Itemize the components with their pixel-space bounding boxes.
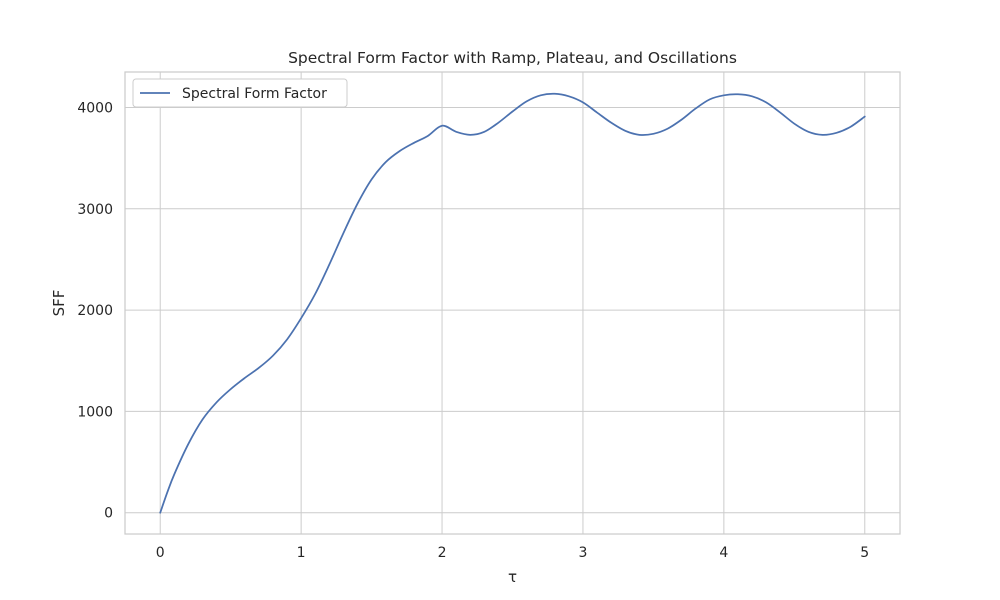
x-tick-label: 5 xyxy=(860,545,869,561)
plot-area xyxy=(125,72,900,534)
chart-title: Spectral Form Factor with Ramp, Plateau,… xyxy=(288,49,737,67)
legend-box xyxy=(132,78,348,108)
tick-labels: 0 1 2 3 4 5 0 1000 2000 3000 4000 xyxy=(77,100,869,561)
x-tick-label: 0 xyxy=(156,545,165,561)
y-tick-label: 4000 xyxy=(77,100,113,116)
y-tick-label: 0 xyxy=(104,506,113,522)
plot-frame xyxy=(124,71,901,535)
x-tick-label: 4 xyxy=(719,545,728,561)
x-tick-label: 1 xyxy=(297,545,306,561)
legend-label: Spectral Form Factor xyxy=(182,86,327,102)
series-line xyxy=(159,92,866,514)
x-tick-label: 3 xyxy=(578,545,587,561)
series-layer xyxy=(159,92,866,514)
y-tick-label: 2000 xyxy=(77,303,113,319)
legend: Spectral Form Factor xyxy=(132,78,348,108)
x-axis-label: τ xyxy=(508,568,517,586)
x-tick-label: 2 xyxy=(438,545,447,561)
y-axis-label: SFF xyxy=(50,290,68,317)
y-tick-label: 1000 xyxy=(77,404,113,420)
y-tick-label: 3000 xyxy=(77,202,113,218)
